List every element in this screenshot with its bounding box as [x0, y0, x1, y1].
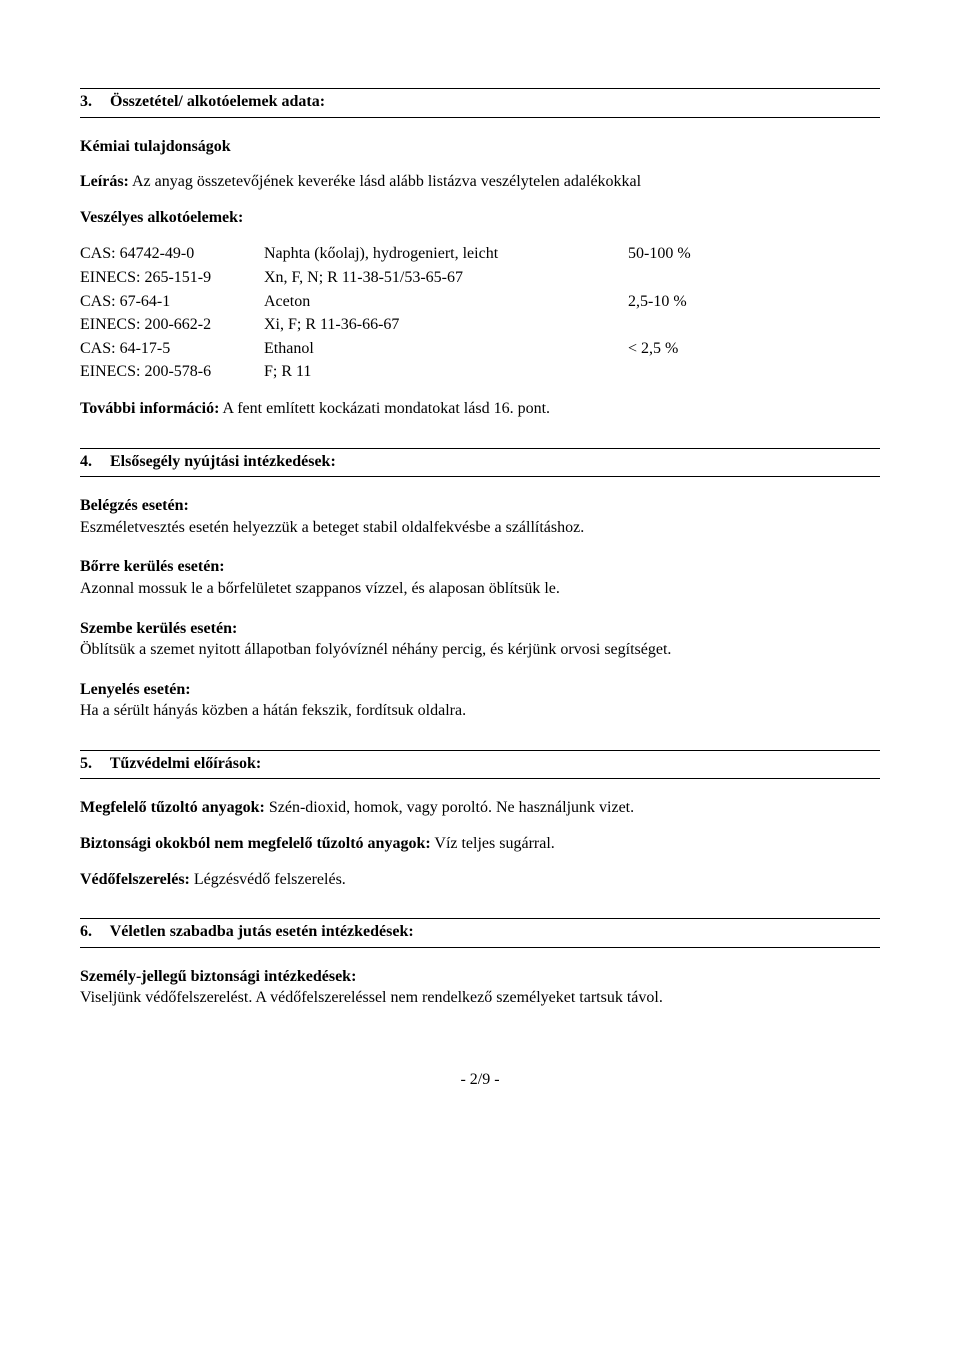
comp-cell: Ethanol [264, 337, 628, 361]
comp-cell: 2,5-10 % [628, 290, 880, 314]
comp-cell: F; R 11 [264, 360, 628, 384]
skin-label: Bőrre kerülés esetén: [80, 556, 880, 578]
comp-cell: Aceton [264, 290, 628, 314]
suitable-text: Szén-dioxid, homok, vagy poroltó. Ne has… [265, 799, 634, 816]
section-6-num: 6. [80, 921, 106, 943]
table-row: CAS: 64-17-5 Ethanol < 2,5 % [80, 337, 880, 361]
comp-cell [628, 313, 880, 337]
comp-cell: < 2,5 % [628, 337, 880, 361]
comp-cell: Xi, F; R 11-36-66-67 [264, 313, 628, 337]
section-3-num: 3. [80, 91, 106, 113]
table-row: EINECS: 200-578-6 F; R 11 [80, 360, 880, 384]
protective-equipment: Védőfelszerelés: Légzésvédő felszerelés. [80, 869, 880, 891]
leiras-text: Az anyag összetevőjének keveréke lásd al… [129, 173, 641, 190]
personal-precautions-block: Személy-jellegű biztonsági intézkedések:… [80, 966, 880, 1009]
eye-text: Öblítsük a szemet nyitott állapotban fol… [80, 639, 880, 661]
comp-cell: CAS: 67-64-1 [80, 290, 264, 314]
comp-cell [628, 266, 880, 290]
comp-cell: Naphta (kőolaj), hydrogeniert, leicht [264, 242, 628, 266]
unsuitable-extinguisher: Biztonsági okokból nem megfelelő tűzoltó… [80, 833, 880, 855]
personal-label: Személy-jellegű biztonsági intézkedések: [80, 966, 880, 988]
skin-block: Bőrre kerülés esetén: Azonnal mossuk le … [80, 556, 880, 599]
section-5-heading: 5. Tűzvédelmi előírások: [80, 750, 880, 780]
skin-text: Azonnal mossuk le a bőrfelületet szappan… [80, 578, 880, 600]
section-5-title: Tűzvédelmi előírások: [110, 755, 262, 772]
comp-cell: 50-100 % [628, 242, 880, 266]
ingestion-block: Lenyelés esetén: Ha a sérült hányás közb… [80, 679, 880, 722]
more-info-label: További információ: [80, 400, 219, 417]
ingestion-text: Ha a sérült hányás közben a hátán fekszi… [80, 700, 880, 722]
comp-cell: EINECS: 200-578-6 [80, 360, 264, 384]
eye-label: Szembe kerülés esetén: [80, 618, 880, 640]
comp-cell [628, 360, 880, 384]
comp-cell: EINECS: 200-662-2 [80, 313, 264, 337]
unsuitable-label: Biztonsági okokból nem megfelelő tűzoltó… [80, 835, 431, 852]
inhalation-text: Eszméletvesztés esetén helyezzük a beteg… [80, 517, 880, 539]
section-3-leiras: Leírás: Az anyag összetevőjének keveréke… [80, 171, 880, 193]
comp-cell: Xn, F, N; R 11-38-51/53-65-67 [264, 266, 628, 290]
comp-cell: CAS: 64-17-5 [80, 337, 264, 361]
page-footer: - 2/9 - [80, 1069, 880, 1091]
comp-cell: EINECS: 265-151-9 [80, 266, 264, 290]
table-row: EINECS: 265-151-9 Xn, F, N; R 11-38-51/5… [80, 266, 880, 290]
ingestion-label: Lenyelés esetén: [80, 679, 880, 701]
section-3-more-info: További információ: A fent említett kock… [80, 398, 880, 420]
table-row: EINECS: 200-662-2 Xi, F; R 11-36-66-67 [80, 313, 880, 337]
hazard-components-label: Veszélyes alkotóelemek: [80, 207, 880, 229]
personal-text: Viseljünk védőfelszerelést. A védőfelsze… [80, 987, 880, 1009]
eye-block: Szembe kerülés esetén: Öblítsük a szemet… [80, 618, 880, 661]
table-row: CAS: 64742-49-0 Naphta (kőolaj), hydroge… [80, 242, 880, 266]
protect-label: Védőfelszerelés: [80, 871, 190, 888]
inhalation-label: Belégzés esetén: [80, 495, 880, 517]
section-4-num: 4. [80, 451, 106, 473]
section-3-subtitle: Kémiai tulajdonságok [80, 136, 880, 158]
table-row: CAS: 67-64-1 Aceton 2,5-10 % [80, 290, 880, 314]
comp-cell: CAS: 64742-49-0 [80, 242, 264, 266]
unsuitable-text: Víz teljes sugárral. [431, 835, 555, 852]
section-5-num: 5. [80, 753, 106, 775]
protect-text: Légzésvédő felszerelés. [190, 871, 346, 888]
section-3-heading: 3. Összetétel/ alkotóelemek adata: [80, 88, 880, 118]
section-6-heading: 6. Véletlen szabadba jutás esetén intézk… [80, 918, 880, 948]
more-info-text: A fent említett kockázati mondatokat lás… [219, 400, 550, 417]
section-4-title: Elsősegély nyújtási intézkedések: [110, 453, 336, 470]
leiras-label: Leírás: [80, 173, 129, 190]
section-4-heading: 4. Elsősegély nyújtási intézkedések: [80, 448, 880, 478]
inhalation-block: Belégzés esetén: Eszméletvesztés esetén … [80, 495, 880, 538]
section-6-title: Véletlen szabadba jutás esetén intézkedé… [110, 923, 414, 940]
suitable-label: Megfelelő tűzoltó anyagok: [80, 799, 265, 816]
section-3-title: Összetétel/ alkotóelemek adata: [110, 93, 325, 110]
composition-table: CAS: 64742-49-0 Naphta (kőolaj), hydroge… [80, 242, 880, 384]
suitable-extinguisher: Megfelelő tűzoltó anyagok: Szén-dioxid, … [80, 797, 880, 819]
